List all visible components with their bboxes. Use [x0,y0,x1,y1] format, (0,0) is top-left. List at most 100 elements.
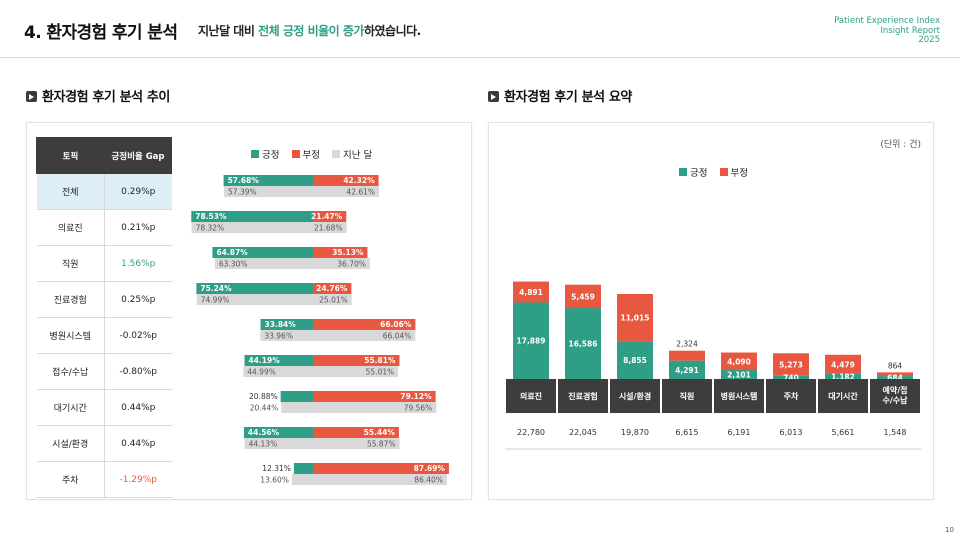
legend-previous: 지난 달 [332,150,372,161]
summary-chart: 17,889 4,891 의료진 22,780 16,586 5,459 진료경험 22,04… [505,281,921,450]
previous-negative-bar [313,366,399,377]
category-cell [818,379,868,413]
positive-value-label: 12.31% [262,464,291,473]
table-row: 주차 -1.29%p [36,461,172,498]
topic-name: 시설/환경 [36,425,105,462]
negative-value-label: 55.44% [364,428,396,437]
positive-value-label: 44.19% [249,356,281,365]
positive-column [565,308,601,379]
gap-value: 0.25%p [104,281,172,318]
gap-value: 0.29%p [104,173,172,210]
category-label: 시설/환경 [619,391,651,401]
unit-label: (단위 : 건) [880,140,921,150]
positive-column [877,376,913,379]
negative-column [877,372,913,377]
previous-positive-label: 74.99% [201,296,230,305]
positive-value-label: 57.68% [228,176,260,185]
negative-value-label: 87.69% [414,464,446,473]
previous-negative-label: 36.70% [337,260,366,269]
report-info: Patient Experience Index Insight Report … [834,16,940,46]
total-value: 6,615 [676,428,699,437]
positive-bar [212,247,313,258]
legend-negative-label: 부정 [302,150,320,161]
topic-name: 접수/수납 [36,353,105,390]
positive-column [669,360,705,379]
table-row: 전체 0.29%p [36,173,172,210]
left-section-title-text: 환자경험 후기 분석 추이 [42,90,170,105]
positive-value-label: 684 [887,374,903,383]
negative-column [669,350,705,361]
negative-bar [313,463,449,474]
total-value: 19,870 [621,428,649,437]
previous-negative-bar [313,186,380,197]
previous-negative-label: 55.01% [366,368,395,377]
legend-positive-swatch [251,150,259,158]
positive-column [825,373,861,379]
topic-table: 토픽 긍정비율 Gap 전체 0.29%p 의료진 0.21%p 직원 1.56%p 진료경… [36,137,172,498]
previous-negative-bar [313,402,437,413]
negative-value-label: 55.81% [364,356,396,365]
previous-positive-label: 57.39% [228,188,257,197]
negative-value-label: 864 [888,361,903,370]
gap-value: -0.80%p [104,353,172,390]
positive-bar [191,211,313,222]
positive-value-label: 4,291 [675,366,699,375]
category-label: 직원 [680,391,695,401]
previous-negative-label: 79.56% [404,404,433,413]
negative-column [773,353,809,376]
category-label: 예약/접 수/수납 [882,385,908,405]
total-value: 5,661 [832,428,855,437]
previous-negative-label: 21.68% [314,224,343,233]
negative-column [513,281,549,303]
positive-column [617,341,653,379]
previous-negative-label: 86.40% [414,476,443,485]
gap-value: -1.29%p [104,461,172,498]
positive-value-label: 2,101 [727,371,751,380]
legend-negative: 부정 [291,150,320,161]
category-label: 주차 [784,391,799,401]
negative-column [617,294,653,342]
negative-bar [313,427,399,438]
negative-bar [313,391,436,402]
positive-value-label: 8,855 [623,356,647,365]
previous-positive-bar [244,438,313,449]
subtitle-pre: 지난달 대비 [198,24,259,38]
positive-bar [280,391,313,402]
subtitle-highlight: 전체 긍정 비율이 증가 [258,24,364,38]
gap-value: 1.56%p [104,245,172,282]
gap-value: 0.44%p [104,425,172,462]
topic-name: 대기시간 [36,389,105,426]
summary-panel: (단위 : 건) 긍정 부정 17,889 4,891 의료진 22,780 16,58… [488,122,934,500]
legend-previous-label: 지난 달 [343,150,373,161]
previous-positive-label: 20.44% [250,404,279,413]
previous-negative-bar [313,474,447,485]
positive-value-label: 44.56% [248,428,280,437]
left-section-title: 환자경험 후기 분석 추이 [26,86,170,105]
legend-positive-swatch [679,168,687,176]
table-row: 시설/환경 0.44%p [36,425,172,462]
table-row: 직원 1.56%p [36,245,172,282]
previous-positive-bar [224,186,313,197]
previous-positive-label: 33.96% [264,332,293,341]
negative-value-label: 21.47% [311,212,343,221]
summary-legend: 긍정 부정 [679,165,757,179]
gap-value: 0.21%p [104,209,172,246]
gap-value: 0.44%p [104,389,172,426]
topic-name: 직원 [36,245,105,282]
topic-name: 진료경험 [36,281,105,318]
previous-positive-bar [243,366,313,377]
topic-name: 의료진 [36,209,105,246]
category-cell [662,379,712,413]
previous-negative-bar [313,330,416,341]
positive-value-label: 20.88% [249,392,278,401]
legend-positive-label: 긍정 [690,168,708,179]
negative-value-label: 5,273 [779,361,803,370]
negative-bar [313,319,416,330]
negative-value-label: 42.32% [343,176,375,185]
negative-column [825,354,861,374]
legend-positive: 긍정 [251,150,279,161]
legend-negative-swatch [719,168,728,176]
right-section-title-text: 환자경험 후기 분석 요약 [504,90,632,105]
negative-value-label: 5,459 [571,292,595,301]
total-value: 22,045 [569,428,597,437]
